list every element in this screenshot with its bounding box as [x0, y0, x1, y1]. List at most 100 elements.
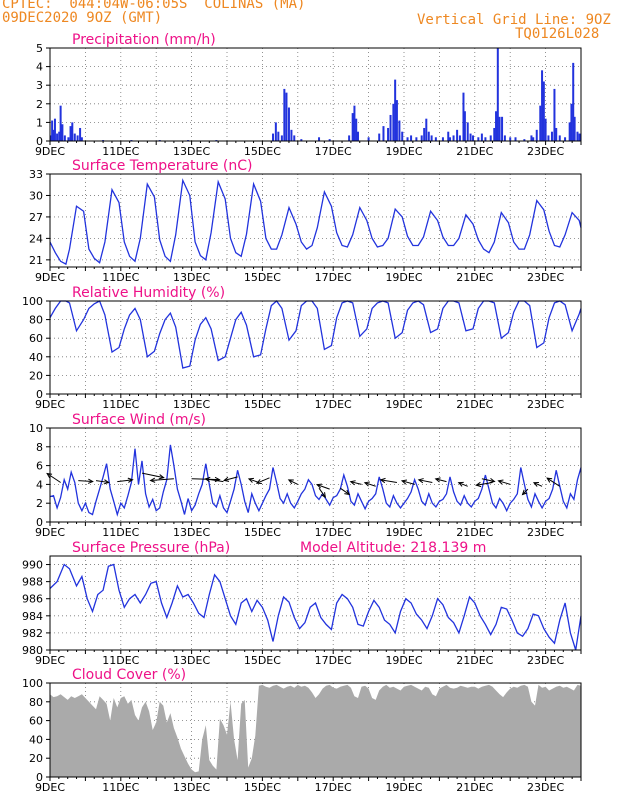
precip-bar: [51, 120, 54, 141]
series-line: [49, 444, 582, 517]
precip-bar: [570, 103, 573, 141]
wind-vector-head: [149, 477, 156, 483]
x-tick-label: 19DEC: [385, 271, 422, 284]
precip-bar: [58, 131, 61, 141]
x-tick-label: 13DEC: [173, 526, 210, 539]
precip-bar: [280, 135, 283, 141]
wind-vector-head: [457, 481, 464, 487]
x-tick-label: 21DEC: [456, 145, 493, 158]
precip-bar: [430, 135, 433, 141]
wind-vector: [117, 479, 133, 483]
y-tick-label: 0: [36, 388, 43, 401]
precip-bar: [568, 122, 571, 141]
precip-bar: [523, 139, 526, 141]
precip-bar: [530, 135, 533, 141]
x-tick-label: 21DEC: [456, 271, 493, 284]
precip-bar: [290, 129, 293, 141]
precip-bar: [509, 137, 512, 141]
wind-vector-head: [87, 478, 94, 484]
x-tick-label: 23DEC: [527, 654, 564, 667]
precip-bar: [355, 118, 358, 141]
precip-bar: [420, 135, 423, 141]
panel-extra-label: Model Altitude: 218.139 m: [300, 540, 486, 556]
wind-vector-head: [363, 481, 370, 487]
wind-vector-head: [497, 479, 504, 485]
wind-vector: [533, 482, 543, 487]
precip-bar: [469, 133, 472, 141]
y-tick-label: 10: [29, 422, 43, 435]
precip-bar: [73, 133, 76, 141]
wind-vector: [350, 481, 362, 485]
y-tick-label: 27: [29, 211, 43, 224]
x-tick-label: 21DEC: [456, 398, 493, 411]
x-tick-label: 19DEC: [385, 145, 422, 158]
wind-vector-head: [532, 482, 539, 487]
wind-vector: [223, 476, 238, 481]
y-tick-label: 0: [36, 516, 43, 529]
precip-bar: [535, 129, 538, 141]
precip-bar: [576, 131, 579, 141]
wind-vector: [150, 478, 174, 482]
y-tick-label: 20: [29, 369, 43, 382]
precip-bar: [503, 135, 506, 141]
precip-bar: [495, 111, 498, 141]
precip-bar: [449, 137, 452, 141]
precip-bar: [466, 122, 469, 141]
panel-title: Precipitation (mm/h): [72, 32, 216, 48]
precip-bar: [498, 116, 501, 141]
header-date: 09DEC2020 9OZ (GMT): [2, 10, 163, 26]
precip-bar: [389, 114, 392, 141]
y-tick-label: 6: [36, 460, 43, 473]
precip-bar: [351, 113, 354, 141]
precip-bar: [496, 48, 499, 141]
x-tick-label: 19DEC: [385, 526, 422, 539]
y-tick-label: 40: [29, 351, 43, 364]
x-tick-label: 15DEC: [244, 654, 281, 667]
precip-bar: [410, 135, 413, 141]
precip-bar: [272, 133, 275, 141]
precip-bar: [553, 88, 556, 141]
precip-bar: [578, 133, 581, 141]
precip-bar: [573, 116, 576, 141]
wind-vector-head: [127, 477, 134, 483]
precip-bar: [378, 133, 381, 141]
x-tick-label: 19DEC: [385, 654, 422, 667]
precip-bar: [277, 131, 280, 141]
y-tick-label: 2: [36, 98, 43, 111]
precip-bar: [532, 137, 535, 141]
precip-bar: [425, 118, 428, 141]
wind-vector: [458, 482, 468, 487]
series-line: [49, 178, 582, 266]
x-tick-label: 15DEC: [244, 145, 281, 158]
y-tick-label: 30: [29, 189, 43, 202]
panel-frame: [49, 173, 582, 268]
x-tick-label: 17DEC: [315, 654, 352, 667]
precip-bar: [367, 137, 370, 141]
precip-bar: [427, 131, 430, 141]
x-tick-label: 19DEC: [385, 781, 422, 794]
precip-bar: [550, 131, 553, 141]
precip-bar: [514, 137, 517, 141]
y-tick-label: 5: [36, 42, 43, 55]
wind-vector: [256, 477, 270, 484]
panel-5: [46, 682, 582, 781]
precip-bar: [541, 70, 544, 141]
panel-title: Surface Pressure (hPa): [72, 540, 230, 556]
precip-bar: [484, 137, 487, 141]
x-tick-label: 13DEC: [173, 398, 210, 411]
wind-vector-head: [158, 474, 165, 480]
x-tick-label: 13DEC: [173, 271, 210, 284]
x-tick-label: 11DEC: [102, 271, 139, 284]
header-station: CPTEC: 044:04W-06:05S COLINAS (MA): [2, 0, 306, 12]
panel-2: [46, 300, 582, 398]
precip-bar: [348, 135, 351, 141]
y-tick-label: 0: [36, 135, 43, 148]
x-tick-label: 11DEC: [102, 398, 139, 411]
x-tick-label: 13DEC: [173, 654, 210, 667]
precip-bar: [293, 135, 296, 141]
cloud-area: [50, 684, 581, 777]
precip-bar: [406, 137, 409, 141]
wind-vector: [78, 480, 93, 483]
precip-bar: [458, 135, 461, 141]
precip-bar: [544, 118, 547, 141]
